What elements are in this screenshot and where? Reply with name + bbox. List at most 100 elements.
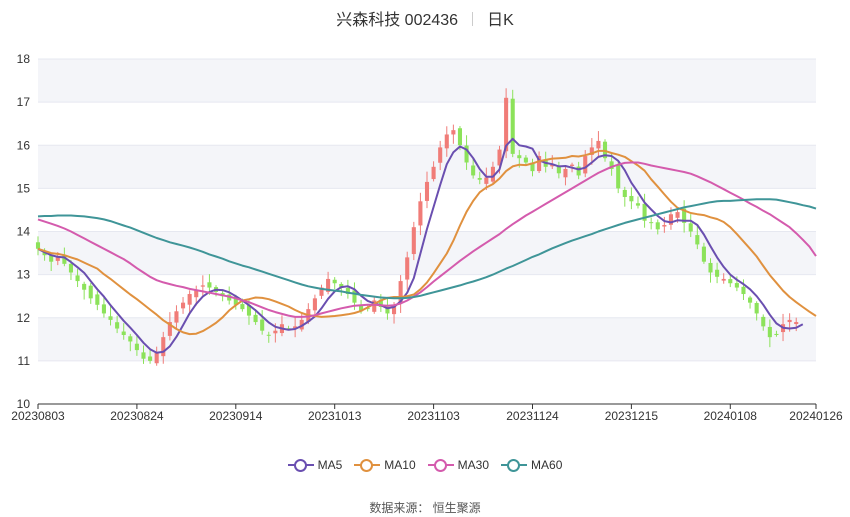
legend-item-ma60[interactable]: MA60 (501, 458, 562, 472)
candle-body (635, 203, 641, 206)
x-tick-label: 20231124 (506, 409, 559, 423)
legend-label: MA30 (457, 458, 490, 472)
legend-label: MA10 (384, 458, 416, 472)
y-tick-label: 15 (17, 181, 31, 195)
candle-body (339, 283, 344, 288)
candle-body (530, 162, 535, 172)
legend-item-ma10[interactable]: MA10 (354, 458, 416, 472)
candle-body (576, 166, 581, 176)
candle-body (207, 282, 212, 288)
candle-body (418, 201, 423, 226)
x-tick-label: 20230803 (11, 409, 65, 423)
candle-body (438, 147, 443, 163)
candle-body (200, 285, 205, 287)
candle-body (108, 316, 113, 320)
legend-swatch (287, 458, 314, 472)
candle-body (728, 279, 733, 284)
candle-body (504, 97, 509, 152)
candle-body (774, 333, 779, 335)
candle-body (510, 98, 515, 154)
candle-body (154, 352, 159, 364)
candle-body (345, 287, 350, 295)
candle-body (695, 235, 700, 245)
candle-body (161, 337, 166, 357)
y-tick-label: 10 (17, 397, 31, 411)
y-tick-label: 11 (18, 354, 31, 368)
candle-body (424, 181, 430, 201)
candle-body (655, 222, 660, 230)
candle-body (523, 157, 528, 163)
candle-body (517, 155, 522, 159)
candle-body (701, 246, 706, 262)
candle-body (194, 289, 199, 298)
data-source: 数据来源： 恒生聚源 (369, 501, 481, 515)
candle-body (794, 322, 799, 325)
candle-body (167, 322, 172, 336)
candle-body (88, 285, 93, 299)
legend-swatch (427, 458, 454, 472)
candle-body (240, 304, 245, 310)
candle-body (668, 214, 673, 225)
x-tick-label: 20231103 (407, 409, 460, 423)
x-tick-label: 20230824 (110, 409, 164, 423)
y-tick-label: 17 (17, 95, 31, 109)
candle-body (451, 130, 456, 135)
y-tick-label: 12 (17, 311, 31, 325)
candle-body (253, 314, 258, 323)
candle-body (748, 297, 753, 303)
candle-body (352, 290, 357, 303)
x-tick-label: 20240126 (789, 409, 843, 423)
candle-body (721, 278, 726, 281)
candle-body (372, 300, 377, 312)
candle-body (391, 304, 397, 315)
candle-body (115, 322, 120, 329)
candle-body (405, 257, 410, 280)
candle-body (741, 286, 746, 295)
candle-body (583, 156, 588, 174)
candle-body (464, 145, 469, 163)
candle-body (537, 156, 542, 172)
candle-body (411, 227, 416, 255)
y-tick-label: 16 (17, 138, 31, 152)
candle-body (550, 164, 555, 167)
candle-body (266, 334, 271, 336)
candle-body (174, 311, 179, 323)
candle-body (82, 283, 87, 290)
candle-body (688, 223, 693, 232)
y-tick-label: 18 (17, 52, 31, 66)
candle-body (312, 298, 317, 311)
candle-body (589, 147, 594, 155)
legend-label: MA60 (531, 458, 563, 472)
legend-item-ma30[interactable]: MA30 (427, 458, 490, 472)
candle-body (457, 128, 463, 146)
candle-body (734, 283, 739, 288)
candle-body (471, 165, 476, 176)
y-tick-label: 14 (17, 225, 31, 239)
grid-band (38, 317, 816, 361)
candle-body (181, 302, 186, 309)
candle-body (642, 203, 647, 221)
candle-body (299, 319, 304, 330)
candle-body (148, 356, 153, 361)
candle-body (121, 331, 126, 335)
candle-body (319, 287, 324, 296)
candle-body (767, 326, 772, 338)
legend-item-ma5[interactable]: MA5 (287, 458, 342, 472)
candle-body (293, 326, 298, 329)
candle-body (629, 195, 634, 202)
candle-body (563, 168, 568, 178)
candle-body (556, 165, 561, 174)
candle-body (326, 278, 331, 292)
candle-body (385, 306, 390, 314)
candle-body (95, 294, 100, 305)
candle-body (75, 275, 80, 282)
candle-body (444, 134, 449, 149)
candle-body (497, 149, 502, 166)
candle-body (431, 166, 436, 180)
candle-body (101, 304, 106, 314)
grid-band (38, 231, 816, 275)
candle-body (484, 177, 489, 184)
candle-body (42, 252, 47, 256)
candle-body (662, 225, 667, 227)
period-label[interactable]: 日K (487, 12, 514, 29)
